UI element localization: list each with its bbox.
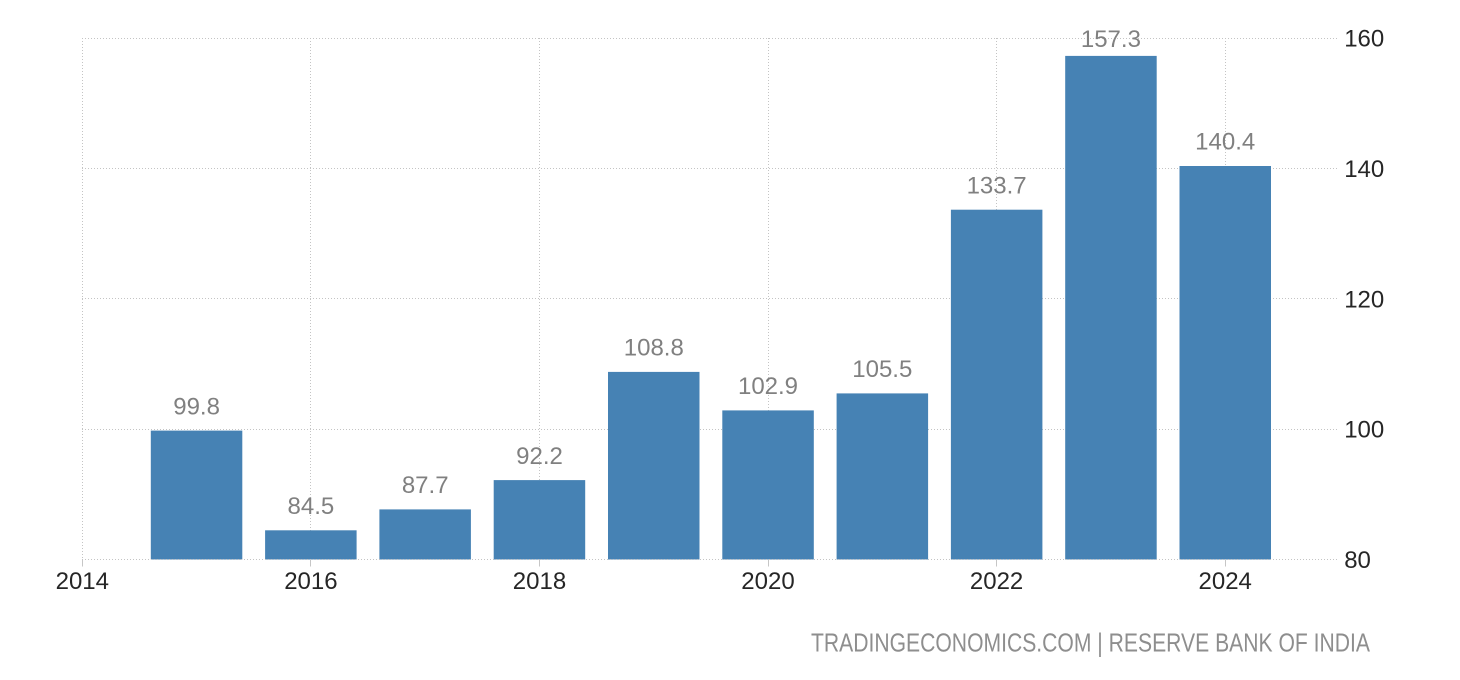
svg-text:140.4: 140.4 xyxy=(1195,129,1255,156)
svg-text:92.2: 92.2 xyxy=(516,443,563,470)
svg-text:TRADINGECONOMICS.COM | RESERVE: TRADINGECONOMICS.COM | RESERVE BANK OF I… xyxy=(811,630,1370,658)
svg-text:84.5: 84.5 xyxy=(288,493,335,520)
svg-text:105.5: 105.5 xyxy=(852,356,912,383)
svg-text:99.8: 99.8 xyxy=(173,393,220,420)
svg-text:2024: 2024 xyxy=(1199,568,1252,595)
svg-text:160: 160 xyxy=(1344,26,1384,53)
svg-text:2022: 2022 xyxy=(970,568,1023,595)
svg-text:2020: 2020 xyxy=(741,568,794,595)
svg-text:120: 120 xyxy=(1344,286,1384,313)
svg-text:2016: 2016 xyxy=(284,568,337,595)
svg-text:157.3: 157.3 xyxy=(1081,26,1141,53)
svg-text:2018: 2018 xyxy=(513,568,566,595)
svg-text:108.8: 108.8 xyxy=(624,335,684,362)
svg-text:80: 80 xyxy=(1344,547,1371,574)
svg-text:102.9: 102.9 xyxy=(738,373,798,400)
svg-text:133.7: 133.7 xyxy=(967,172,1027,199)
svg-text:2014: 2014 xyxy=(56,568,109,595)
svg-text:87.7: 87.7 xyxy=(402,472,449,499)
svg-text:140: 140 xyxy=(1344,156,1384,183)
svg-text:100: 100 xyxy=(1344,417,1384,444)
